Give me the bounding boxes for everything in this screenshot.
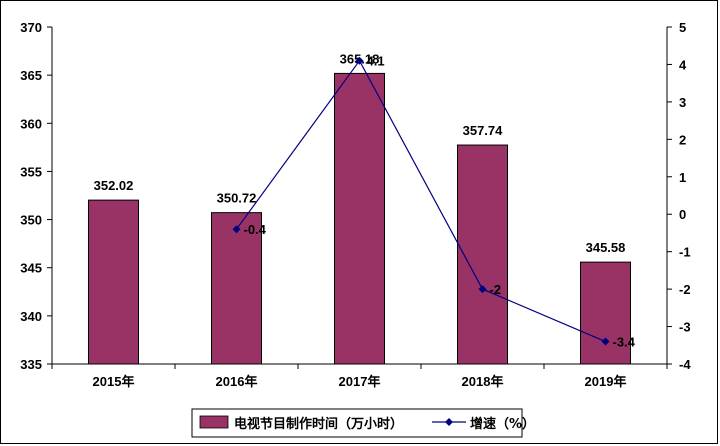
- line-data-labels: -0.4 4.1 -2 -3.4: [244, 54, 636, 350]
- left-tick-label: 350: [20, 213, 42, 228]
- line-point: [355, 56, 364, 65]
- left-tick-label: 345: [20, 261, 42, 276]
- bar-series: [88, 72, 631, 365]
- right-tick-label: -4: [679, 357, 691, 372]
- line-data-label: -2: [490, 282, 502, 297]
- right-tick-label: 0: [679, 207, 686, 222]
- bar-data-label: 350.72: [217, 191, 257, 206]
- right-tick-label: 2: [679, 132, 686, 147]
- bar: [211, 212, 262, 365]
- left-tick-label: 355: [20, 164, 42, 179]
- legend-line-marker: [445, 418, 453, 426]
- line-point: [601, 337, 610, 346]
- x-tick-label: 2019年: [585, 374, 627, 389]
- bar-data-label: 345.58: [586, 240, 626, 255]
- bar: [88, 199, 139, 365]
- legend-bar-label: 电视节目制作时间（万小时）: [234, 416, 403, 432]
- right-tick-label: -2: [679, 282, 691, 297]
- legend-box: [191, 408, 523, 438]
- left-tick-label: 365: [20, 68, 42, 83]
- line-series: [232, 56, 610, 346]
- left-axis-ticks: 335 340 345 350 355 360 365 370: [20, 20, 52, 372]
- right-axis-ticks: -4 -3 -2 -1 0 1 2 3 4 5: [667, 20, 691, 372]
- x-tick-label: 2015年: [93, 374, 135, 389]
- right-tick-label: 4: [679, 57, 687, 72]
- legend: 电视节目制作时间（万小时） 增速（%）: [191, 408, 535, 438]
- right-tick-label: 3: [679, 95, 686, 110]
- line-data-label: -3.4: [613, 335, 636, 350]
- right-tick-label: 5: [679, 20, 686, 35]
- line-point: [478, 285, 487, 294]
- category-labels: 2015年 2016年 2017年 2018年 2019年: [51, 364, 668, 389]
- x-tick-label: 2018年: [462, 374, 504, 389]
- x-tick-label: 2016年: [216, 374, 258, 389]
- line-point: [232, 225, 241, 234]
- bar: [334, 72, 385, 365]
- bar-data-label: 352.02: [94, 178, 134, 193]
- growth-line: [236, 59, 606, 343]
- left-tick-label: 360: [20, 116, 42, 131]
- bar: [457, 144, 508, 365]
- bar-data-label: 357.74: [463, 123, 504, 138]
- legend-bar-swatch: [199, 415, 229, 429]
- right-tick-label: -3: [679, 320, 691, 335]
- left-tick-label: 370: [20, 20, 42, 35]
- line-data-label: 4.1: [367, 54, 385, 69]
- right-tick-label: -1: [679, 245, 691, 260]
- x-tick-label: 2017年: [339, 374, 381, 389]
- left-tick-label: 340: [20, 309, 42, 324]
- right-tick-label: 1: [679, 170, 686, 185]
- bar: [580, 261, 631, 365]
- legend-line-label: 增速（%）: [470, 416, 535, 432]
- line-data-label: -0.4: [244, 222, 267, 237]
- left-tick-label: 335: [20, 357, 42, 372]
